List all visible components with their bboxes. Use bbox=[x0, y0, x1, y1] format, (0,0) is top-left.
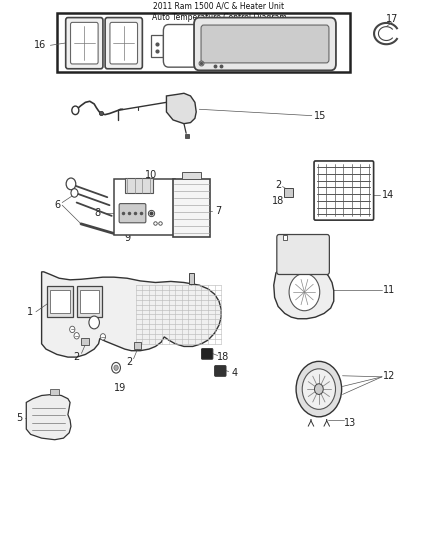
Bar bbox=[80, 290, 99, 313]
Text: 2: 2 bbox=[275, 181, 281, 190]
Circle shape bbox=[89, 316, 99, 329]
Bar bbox=[81, 338, 89, 345]
Text: 3: 3 bbox=[188, 273, 194, 283]
Bar bbox=[50, 389, 59, 395]
Bar bbox=[77, 286, 102, 317]
Text: 14: 14 bbox=[381, 190, 394, 199]
FancyBboxPatch shape bbox=[110, 22, 138, 64]
FancyBboxPatch shape bbox=[277, 235, 329, 274]
Text: 2011 Ram 1500 A/C & Heater Unit
Auto Temperature Control Diagram: 2011 Ram 1500 A/C & Heater Unit Auto Tem… bbox=[152, 1, 286, 22]
Text: 18: 18 bbox=[217, 352, 230, 362]
Bar bbox=[283, 235, 287, 240]
Text: 17: 17 bbox=[386, 14, 398, 23]
Text: 9: 9 bbox=[124, 233, 130, 243]
Bar bbox=[134, 342, 141, 349]
Text: 18: 18 bbox=[272, 197, 284, 206]
Text: 7: 7 bbox=[215, 206, 221, 215]
Circle shape bbox=[71, 189, 78, 197]
Circle shape bbox=[70, 326, 75, 333]
Polygon shape bbox=[166, 93, 196, 124]
Polygon shape bbox=[42, 272, 221, 357]
Circle shape bbox=[114, 365, 118, 370]
Text: 12: 12 bbox=[383, 371, 395, 381]
Bar bbox=[125, 178, 153, 193]
Circle shape bbox=[74, 333, 79, 339]
Text: 6: 6 bbox=[54, 200, 60, 210]
Bar bbox=[57, 13, 350, 72]
Polygon shape bbox=[26, 394, 71, 440]
Text: 11: 11 bbox=[383, 286, 395, 295]
Bar bbox=[182, 172, 201, 179]
Bar bbox=[189, 273, 194, 284]
Text: 8: 8 bbox=[94, 208, 100, 218]
Bar bbox=[173, 179, 210, 237]
Text: 2: 2 bbox=[74, 352, 80, 362]
Circle shape bbox=[100, 334, 106, 340]
Text: 16: 16 bbox=[34, 41, 46, 50]
Bar bbox=[151, 35, 163, 57]
FancyBboxPatch shape bbox=[105, 18, 142, 69]
FancyBboxPatch shape bbox=[163, 25, 198, 67]
Circle shape bbox=[314, 384, 323, 394]
Circle shape bbox=[289, 273, 320, 311]
FancyBboxPatch shape bbox=[215, 366, 226, 376]
Bar bbox=[114, 179, 175, 235]
Circle shape bbox=[302, 369, 336, 409]
Text: 4: 4 bbox=[231, 368, 237, 378]
Text: 15: 15 bbox=[314, 111, 326, 120]
FancyBboxPatch shape bbox=[66, 18, 103, 69]
Bar bbox=[47, 286, 73, 317]
FancyBboxPatch shape bbox=[314, 161, 374, 220]
Text: 10: 10 bbox=[145, 170, 157, 180]
Text: 2: 2 bbox=[126, 358, 132, 367]
Text: 13: 13 bbox=[344, 418, 357, 427]
Circle shape bbox=[112, 362, 120, 373]
Circle shape bbox=[66, 178, 76, 190]
FancyBboxPatch shape bbox=[194, 18, 336, 70]
Text: 19: 19 bbox=[114, 383, 127, 393]
Text: 5: 5 bbox=[16, 414, 22, 423]
Text: 1: 1 bbox=[27, 307, 33, 317]
FancyBboxPatch shape bbox=[71, 22, 98, 64]
FancyBboxPatch shape bbox=[119, 204, 146, 223]
Polygon shape bbox=[274, 265, 334, 319]
Bar bbox=[284, 188, 293, 197]
Bar bbox=[50, 290, 70, 313]
FancyBboxPatch shape bbox=[201, 349, 213, 359]
Circle shape bbox=[296, 361, 342, 417]
Circle shape bbox=[72, 106, 79, 115]
FancyBboxPatch shape bbox=[201, 25, 329, 63]
